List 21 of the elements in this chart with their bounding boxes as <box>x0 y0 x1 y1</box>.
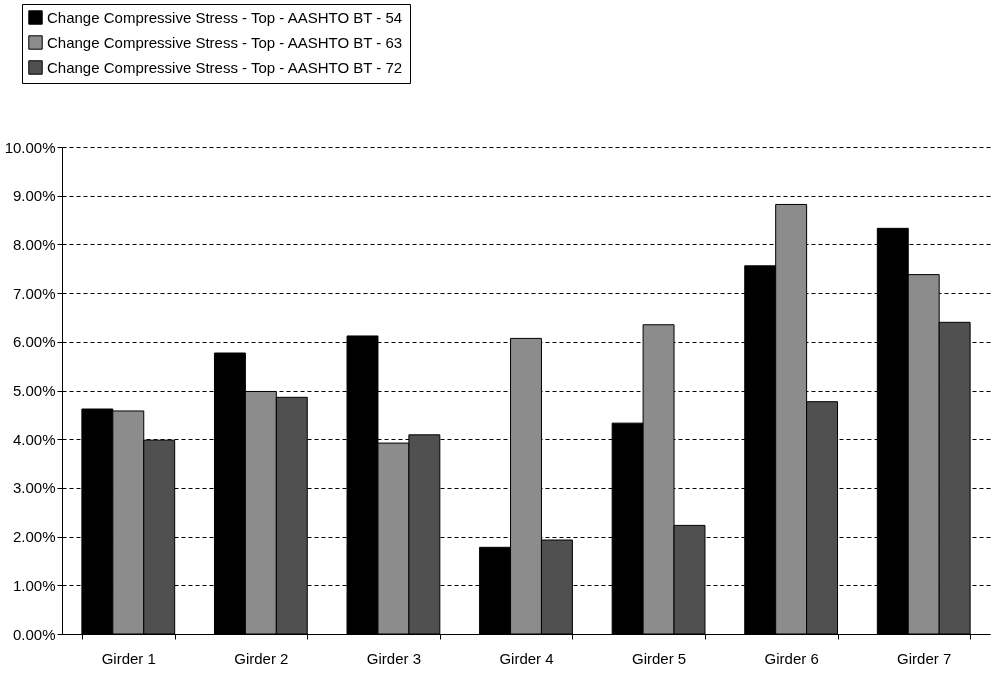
x-tick-label: Girder 5 <box>631 649 687 667</box>
x-tick-label: Girder 3 <box>366 649 422 667</box>
x-tick-label: Girder 1 <box>101 649 156 667</box>
y-tick-label: 0.00% <box>12 625 56 643</box>
legend-label: Change Compressive Stress - Top - AASHTO BT - 72 <box>47 58 403 76</box>
y-tick-label: 3.00% <box>12 479 56 497</box>
legend-label: Change Compressive Stress - Top - AASHTO BT - 63 <box>47 33 403 51</box>
y-tick-label: 1.00% <box>12 576 56 594</box>
y-tick-label: 8.00% <box>12 235 56 253</box>
y-tick-label: 4.00% <box>12 430 56 448</box>
y-tick-label: 5.00% <box>12 382 56 399</box>
x-tick-label: Girder 2 <box>234 649 289 667</box>
y-tick-label: 6.00% <box>12 333 56 351</box>
y-tick-label: 2.00% <box>12 528 56 546</box>
x-tick-label: Girder 4 <box>499 649 554 667</box>
y-tick-label: 9.00% <box>12 187 56 205</box>
y-tick-label: 10.00% <box>4 138 56 156</box>
legend-label: Change Compressive Stress - Top - AASHTO BT - 54 <box>47 8 403 26</box>
x-tick-label: Girder 6 <box>764 649 819 667</box>
y-tick-label: 7.00% <box>12 284 56 302</box>
x-tick-label: Girder 7 <box>897 649 952 667</box>
